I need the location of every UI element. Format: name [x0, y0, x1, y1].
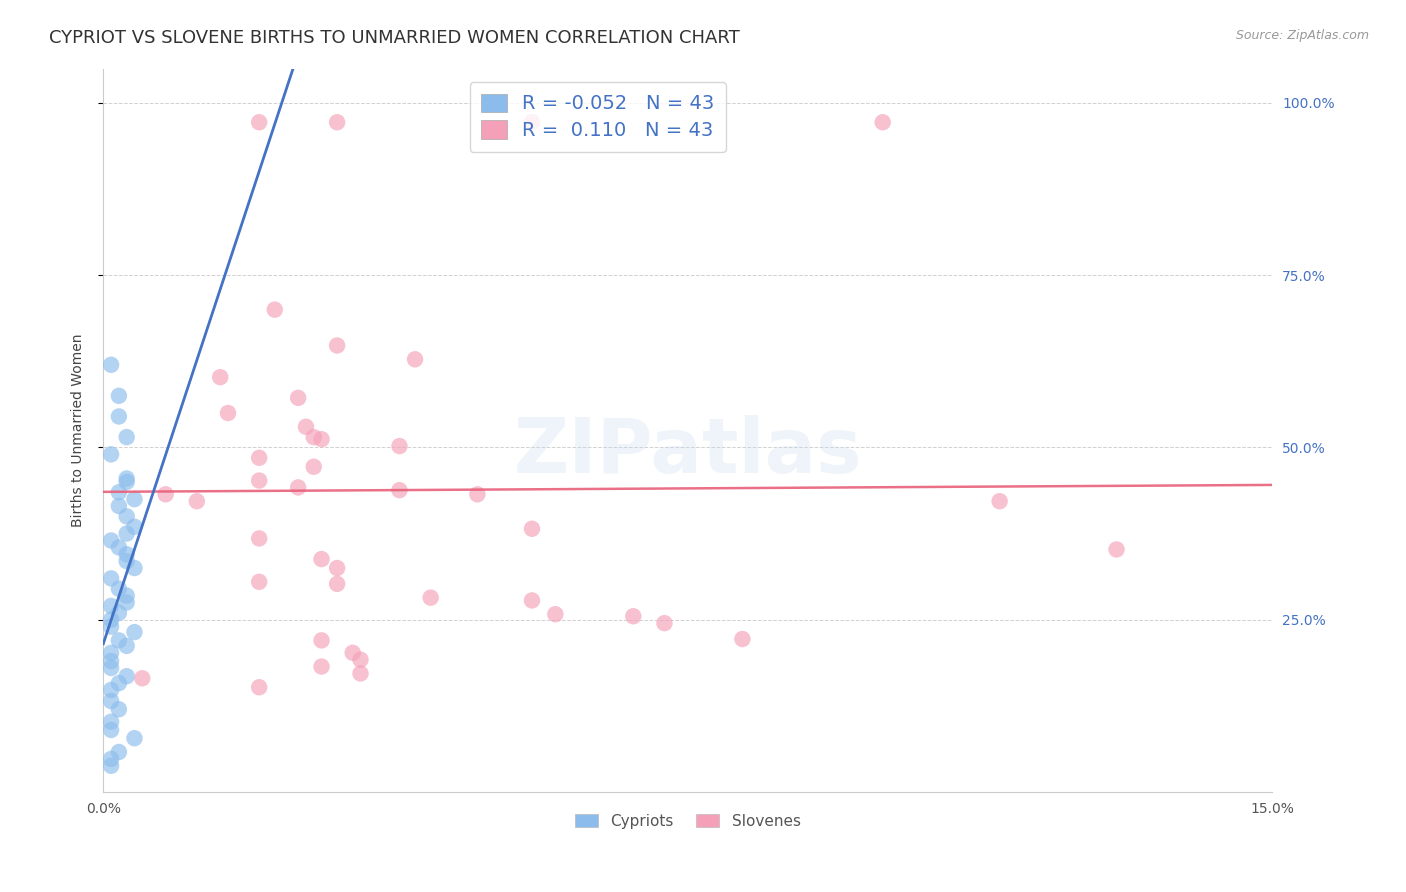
Point	[326, 338, 349, 352]
Point	[342, 646, 364, 660]
Point	[247, 574, 270, 589]
Point	[115, 509, 138, 524]
Point	[287, 391, 309, 405]
Point	[108, 499, 131, 513]
Point	[349, 653, 371, 667]
Point	[731, 632, 754, 646]
Point	[115, 471, 138, 485]
Text: CYPRIOT VS SLOVENE BIRTHS TO UNMARRIED WOMEN CORRELATION CHART: CYPRIOT VS SLOVENE BIRTHS TO UNMARRIED W…	[49, 29, 740, 46]
Point	[124, 731, 146, 746]
Point	[115, 526, 138, 541]
Point	[349, 666, 371, 681]
Point	[520, 115, 543, 129]
Point	[100, 646, 122, 660]
Point	[108, 409, 131, 424]
Point	[247, 450, 270, 465]
Point	[520, 522, 543, 536]
Point	[1105, 542, 1128, 557]
Point	[388, 483, 411, 498]
Point	[115, 589, 138, 603]
Legend: Cypriots, Slovenes: Cypriots, Slovenes	[569, 807, 807, 835]
Point	[247, 115, 270, 129]
Point	[100, 661, 122, 675]
Point	[124, 625, 146, 640]
Point	[287, 480, 309, 494]
Point	[115, 595, 138, 609]
Point	[520, 593, 543, 607]
Point	[100, 654, 122, 668]
Point	[302, 459, 325, 474]
Point	[100, 599, 122, 613]
Point	[124, 561, 146, 575]
Point	[247, 532, 270, 546]
Point	[263, 302, 285, 317]
Point	[217, 406, 239, 420]
Point	[326, 561, 349, 575]
Point	[100, 571, 122, 585]
Point	[100, 752, 122, 766]
Point	[100, 723, 122, 737]
Text: Source: ZipAtlas.com: Source: ZipAtlas.com	[1236, 29, 1369, 42]
Point	[311, 552, 333, 566]
Point	[302, 430, 325, 444]
Point	[100, 447, 122, 461]
Point	[100, 533, 122, 548]
Point	[108, 745, 131, 759]
Point	[115, 669, 138, 683]
Point	[100, 683, 122, 698]
Point	[115, 430, 138, 444]
Point	[544, 607, 567, 622]
Point	[326, 577, 349, 591]
Y-axis label: Births to Unmarried Women: Births to Unmarried Women	[72, 334, 86, 527]
Point	[247, 680, 270, 694]
Point	[100, 358, 122, 372]
Point	[108, 389, 131, 403]
Point	[467, 487, 489, 501]
Point	[108, 676, 131, 690]
Point	[404, 352, 426, 367]
Point	[872, 115, 894, 129]
Point	[311, 432, 333, 446]
Point	[100, 694, 122, 708]
Point	[100, 714, 122, 729]
Point	[108, 702, 131, 716]
Point	[209, 370, 232, 384]
Point	[988, 494, 1011, 508]
Point	[419, 591, 441, 605]
Point	[295, 419, 318, 434]
Point	[115, 639, 138, 653]
Point	[654, 616, 676, 631]
Point	[124, 492, 146, 507]
Point	[311, 633, 333, 648]
Point	[186, 494, 208, 508]
Point	[100, 758, 122, 772]
Point	[115, 554, 138, 568]
Point	[108, 633, 131, 648]
Point	[115, 547, 138, 561]
Point	[131, 671, 153, 685]
Point	[326, 115, 349, 129]
Point	[108, 485, 131, 500]
Point	[621, 609, 644, 624]
Point	[100, 619, 122, 633]
Point	[115, 475, 138, 489]
Point	[247, 474, 270, 488]
Point	[108, 606, 131, 620]
Point	[388, 439, 411, 453]
Point	[124, 519, 146, 533]
Text: ZIPatlas: ZIPatlas	[513, 415, 862, 489]
Point	[108, 541, 131, 555]
Point	[108, 582, 131, 596]
Point	[311, 659, 333, 673]
Point	[100, 613, 122, 627]
Point	[155, 487, 177, 501]
